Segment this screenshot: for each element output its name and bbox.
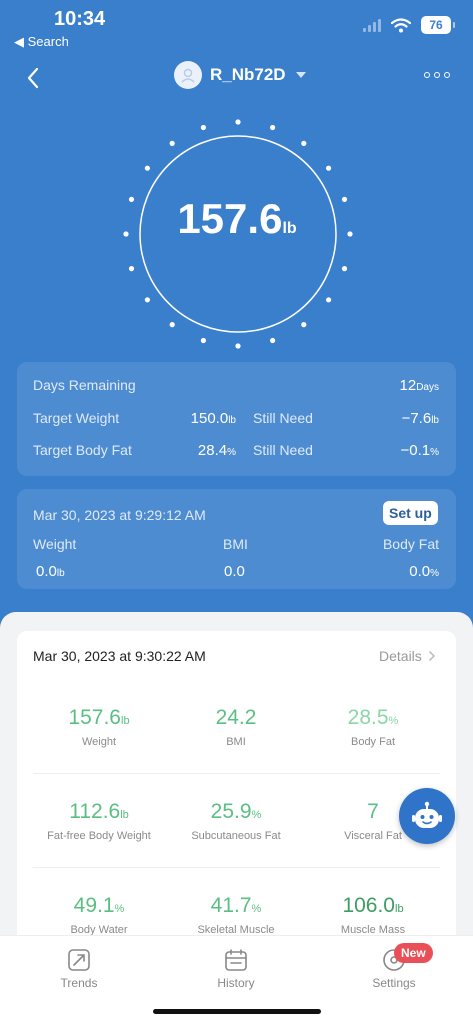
initial-weight-value: 0.0lb [36,563,65,580]
gauge-dot [169,140,175,146]
gauge-dot [270,124,276,131]
metric-visceral-fat[interactable]: 7 Visceral Fat [344,800,402,842]
chevron-right-icon [428,650,435,662]
wifi-icon [391,17,411,32]
still-need-weight-label: Still Need [253,410,313,426]
back-chevron-icon[interactable] [22,66,46,90]
metric-weight[interactable]: 157.6lb Weight [68,706,130,748]
gauge-dot [341,196,348,202]
target-weight-label: Target Weight [33,410,120,426]
gauge-dot [169,322,175,328]
gauge-dot [128,266,135,272]
still-need-weight-value: −7.6lb [401,410,439,427]
still-need-fat-label: Still Need [253,442,313,458]
username: R_Nb72D [210,65,286,84]
tab-settings-label: Settings [372,976,416,990]
new-badge: New [394,943,433,963]
initial-body-fat-value: 0.0% [409,563,439,580]
target-body-fat-label: Target Body Fat [33,442,132,458]
trends-icon [68,949,90,971]
weight-gauge [123,119,353,349]
gauge-dot [326,165,332,171]
metric-muscle-mass[interactable]: 106.0lb Muscle Mass [340,894,406,936]
metric-fat-free-weight[interactable]: 112.6lb Fat-free Body Weight [47,800,151,842]
gauge-dot [200,124,206,131]
target-weight-value: 150.0lb [190,410,236,427]
calendar-icon [225,949,247,971]
cellular-signal-icon [363,18,381,32]
gauge-dot [270,337,276,344]
gauge-dot [347,231,353,237]
initial-bmi-label: BMI [223,536,248,552]
metric-subcutaneous-fat[interactable]: 25.9% Subcutaneous Fat [191,800,281,842]
gauge-dot [123,231,129,237]
details-label: Details [379,648,422,664]
metric-skeletal-muscle[interactable]: 41.7% Skeletal Muscle [197,894,275,936]
gauge-dot [301,140,307,146]
metric-body-water[interactable]: 49.1% Body Water [70,894,128,936]
user-avatar-icon [181,68,195,83]
measurement-date: Mar 30, 2023 at 9:30:22 AM [33,648,206,664]
initial-measurement-card [17,489,456,589]
tab-trends[interactable]: Trends [34,948,124,990]
metric-body-fat[interactable]: 28.5% Body Fat [347,706,399,748]
still-need-fat-value: −0.1% [400,442,439,459]
home-indicator [153,1009,321,1014]
battery-indicator: 76 [421,16,455,34]
goal-card[interactable] [17,362,456,476]
gauge-dot [235,119,241,125]
status-time: 10:34 [54,8,106,30]
assistant-bot-button[interactable] [399,788,455,844]
robot-icon [412,801,442,828]
initial-date: Mar 30, 2023 at 9:29:12 AM [33,507,206,523]
tab-history[interactable]: History [191,948,281,990]
back-to-search-link[interactable]: ◀ Search [14,34,69,49]
target-body-fat-value: 28.4% [197,442,236,459]
days-remaining-value: 12Days [399,377,439,394]
gauge-dot [200,337,206,344]
current-weight-unit: lb [282,220,297,237]
current-weight: 157.6lb [137,195,337,243]
initial-weight-label: Weight [33,536,77,552]
gauge-dot [341,266,348,272]
tab-history-label: History [217,976,255,990]
status-icons: 76 [363,16,455,34]
current-weight-value: 157.6 [177,195,283,242]
setup-button[interactable]: Set up [383,501,438,525]
details-link[interactable]: Details [379,648,436,664]
tab-trends-label: Trends [60,976,98,990]
measurement-card [17,631,456,951]
gauge-dot [144,297,150,303]
gauge-dot [144,165,150,171]
gauge-dot [301,322,307,328]
gauge-dot [235,343,241,349]
gauge-dot [326,297,332,303]
avatar [174,61,202,89]
initial-body-fat-label: Body Fat [382,536,439,552]
row-divider [33,773,440,774]
initial-bmi-value: 0.0 [224,563,245,580]
more-options-icon[interactable] [424,72,450,78]
metric-bmi[interactable]: 24.2 BMI [215,706,257,748]
chevron-down-icon [295,72,306,78]
gauge-dot [128,196,135,202]
row-divider [33,867,440,868]
days-remaining-label: Days Remaining [33,377,136,393]
user-switcher[interactable]: R_Nb72D [174,61,306,89]
